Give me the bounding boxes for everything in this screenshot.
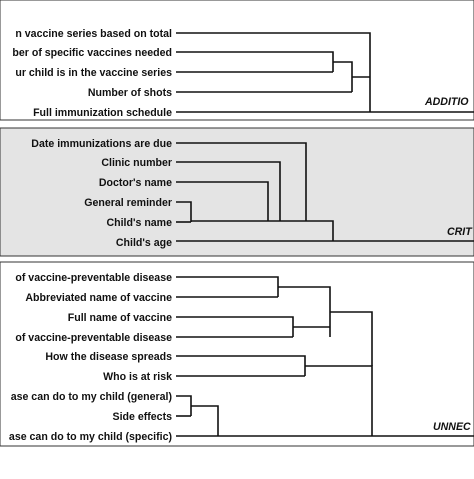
item-label: Full name of vaccine xyxy=(68,312,172,324)
unnecessary-tree xyxy=(176,276,474,437)
branch-line xyxy=(176,316,294,337)
branch-line xyxy=(191,220,334,241)
item-label: ur child is in the vaccine series xyxy=(15,67,172,79)
item-label: Doctor's name xyxy=(99,177,172,189)
item-labels: n vaccine series based on total ber of s… xyxy=(9,28,172,443)
item-label: Clinic number xyxy=(101,157,172,169)
branch-line xyxy=(176,201,192,222)
item-label: Date immunizations are due xyxy=(31,138,172,150)
item-label: Number of shots xyxy=(88,87,172,99)
critical-panel xyxy=(0,127,474,257)
unnecessary-panel xyxy=(0,261,474,447)
branch-line xyxy=(176,32,371,112)
group-label-additional: ADDITIO xyxy=(424,96,469,108)
item-label: Abbreviated name of vaccine xyxy=(25,292,172,304)
additional-tree xyxy=(176,32,474,113)
item-label: ber of specific vaccines needed xyxy=(12,47,172,59)
item-label: of vaccine-preventable disease xyxy=(15,272,172,284)
group-label-unnecessary: UNNEC xyxy=(433,421,471,433)
branch-line xyxy=(176,142,307,221)
item-label: Full immunization schedule xyxy=(33,107,172,119)
branch-line xyxy=(191,405,219,436)
item-label: General reminder xyxy=(84,197,172,209)
item-label: How the disease spreads xyxy=(45,351,172,363)
item-label: of vaccine-preventable disease xyxy=(15,332,172,344)
item-label: Side effects xyxy=(113,411,173,423)
branch-line xyxy=(176,161,281,221)
branch-line xyxy=(278,286,331,337)
item-label: n vaccine series based on total xyxy=(15,28,172,40)
item-label: Who is at risk xyxy=(103,371,172,383)
branch-line xyxy=(176,355,306,376)
branch-line xyxy=(176,181,269,221)
branch-line xyxy=(330,311,373,366)
branch-line xyxy=(176,51,334,72)
group-label-critical: CRIT xyxy=(447,226,473,238)
item-label: ase can do to my child (specific) xyxy=(9,431,172,443)
item-label: Child's age xyxy=(116,237,172,249)
critical-tree xyxy=(176,142,474,242)
item-label: ase can do to my child (general) xyxy=(11,391,172,403)
additional-panel xyxy=(0,0,474,121)
branch-line xyxy=(176,395,192,416)
branch-line xyxy=(333,61,353,92)
branch-line xyxy=(176,276,279,297)
item-label: Child's name xyxy=(106,217,172,229)
